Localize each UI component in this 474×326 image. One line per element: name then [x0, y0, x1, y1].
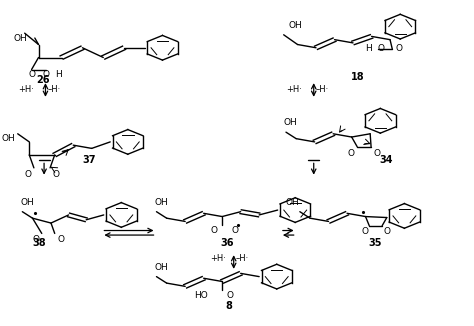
Text: O: O	[377, 44, 384, 53]
Text: OH: OH	[20, 198, 34, 207]
Text: +H·: +H·	[210, 254, 227, 263]
Text: O: O	[43, 70, 50, 80]
Text: –H·: –H·	[48, 85, 61, 95]
Text: O: O	[348, 149, 355, 158]
Text: O: O	[374, 149, 381, 158]
Text: OH: OH	[288, 21, 302, 30]
Text: OH: OH	[286, 198, 300, 207]
Text: –H·: –H·	[316, 85, 329, 95]
Text: O: O	[57, 235, 64, 244]
Text: O: O	[396, 44, 403, 53]
Text: OH: OH	[154, 263, 168, 272]
Text: OH: OH	[13, 34, 27, 42]
Text: 8: 8	[226, 301, 233, 311]
Text: 26: 26	[36, 75, 50, 85]
Text: O: O	[383, 227, 390, 236]
Text: HO: HO	[194, 291, 208, 300]
Text: OH: OH	[283, 118, 297, 127]
Text: O: O	[227, 291, 234, 300]
Text: H: H	[365, 44, 372, 53]
Text: O: O	[361, 227, 368, 236]
Text: OH: OH	[154, 198, 168, 207]
Text: 34: 34	[379, 155, 393, 165]
Text: +H·: +H·	[286, 85, 302, 95]
Text: 38: 38	[33, 238, 46, 247]
Text: 36: 36	[220, 238, 234, 247]
Text: O: O	[28, 70, 35, 80]
Text: OH: OH	[1, 134, 15, 143]
Text: 37: 37	[82, 155, 96, 165]
Text: 35: 35	[368, 238, 382, 247]
Text: 18: 18	[351, 72, 365, 82]
Text: O: O	[32, 235, 39, 244]
Text: O: O	[53, 170, 59, 179]
Text: +H·: +H·	[18, 85, 34, 95]
Text: O: O	[231, 226, 238, 235]
Text: O: O	[210, 226, 218, 235]
Text: –H·: –H·	[236, 254, 249, 263]
Text: O: O	[25, 170, 32, 179]
Text: H: H	[55, 70, 62, 80]
